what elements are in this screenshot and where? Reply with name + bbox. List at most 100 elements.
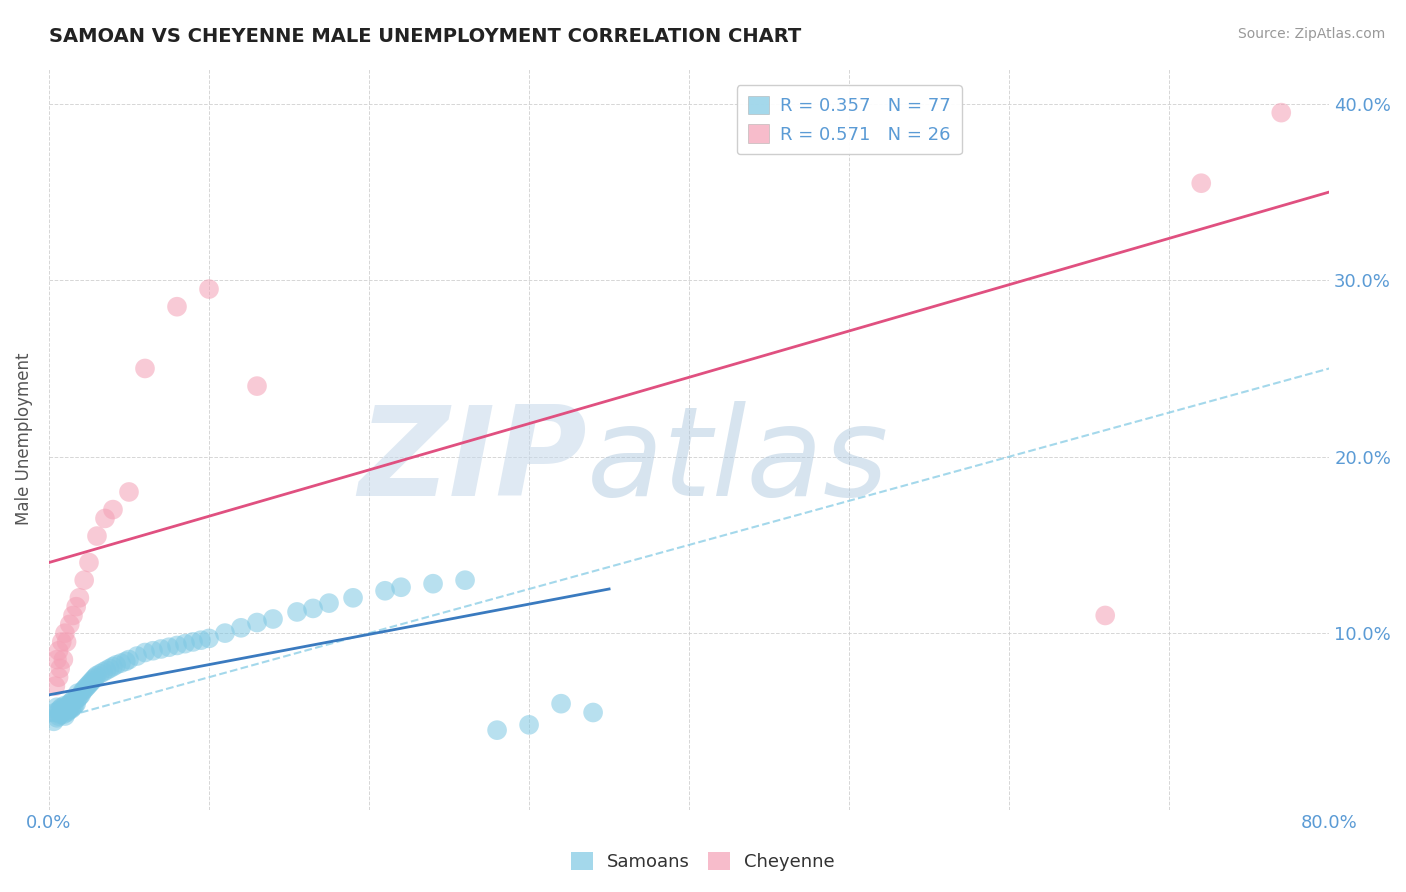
Y-axis label: Male Unemployment: Male Unemployment — [15, 352, 32, 525]
Point — [582, 706, 605, 720]
Point — [48, 704, 70, 718]
Point — [62, 608, 84, 623]
Point — [190, 633, 212, 648]
Point — [59, 702, 82, 716]
Point — [44, 706, 66, 720]
Point — [49, 702, 72, 716]
Point — [73, 573, 96, 587]
Point — [86, 529, 108, 543]
Text: atlas: atlas — [586, 401, 889, 522]
Point — [550, 697, 572, 711]
Point — [454, 573, 477, 587]
Point — [174, 637, 197, 651]
Point — [51, 635, 73, 649]
Point — [48, 709, 70, 723]
Point — [75, 681, 97, 695]
Text: Source: ZipAtlas.com: Source: ZipAtlas.com — [1237, 27, 1385, 41]
Point — [52, 652, 75, 666]
Point — [55, 706, 77, 720]
Point — [82, 673, 104, 688]
Point — [51, 700, 73, 714]
Point — [48, 644, 70, 658]
Point — [198, 282, 221, 296]
Point — [55, 635, 77, 649]
Point — [422, 576, 444, 591]
Point — [246, 615, 269, 630]
Point — [77, 556, 100, 570]
Point — [65, 697, 87, 711]
Point — [46, 711, 69, 725]
Point — [48, 670, 70, 684]
Point — [84, 670, 107, 684]
Point — [60, 695, 83, 709]
Point — [53, 698, 76, 713]
Point — [302, 601, 325, 615]
Point — [70, 688, 93, 702]
Legend: Samoans, Cheyenne: Samoans, Cheyenne — [564, 845, 842, 879]
Point — [51, 706, 73, 720]
Point — [44, 679, 66, 693]
Point — [67, 690, 90, 704]
Point — [98, 661, 121, 675]
Point — [77, 677, 100, 691]
Point — [42, 714, 65, 729]
Point — [49, 661, 72, 675]
Point — [83, 672, 105, 686]
Point — [56, 698, 79, 713]
Point — [118, 485, 141, 500]
Point — [62, 700, 84, 714]
Point — [214, 626, 236, 640]
Point — [52, 707, 75, 722]
Point — [52, 702, 75, 716]
Point — [86, 668, 108, 682]
Point — [96, 663, 118, 677]
Point — [53, 704, 76, 718]
Point — [93, 665, 115, 679]
Point — [181, 635, 204, 649]
Point — [134, 361, 156, 376]
Point — [62, 693, 84, 707]
Point — [125, 648, 148, 663]
Point — [94, 511, 117, 525]
Point — [1270, 105, 1292, 120]
Point — [79, 675, 101, 690]
Point — [101, 502, 124, 516]
Point — [374, 583, 396, 598]
Point — [486, 723, 509, 738]
Point — [342, 591, 364, 605]
Point — [150, 642, 173, 657]
Point — [55, 700, 77, 714]
Point — [166, 639, 188, 653]
Point — [67, 591, 90, 605]
Point — [157, 640, 180, 655]
Point — [198, 632, 221, 646]
Point — [66, 691, 89, 706]
Point — [59, 617, 82, 632]
Point — [118, 652, 141, 666]
Point — [114, 654, 136, 668]
Point — [166, 300, 188, 314]
Point — [66, 686, 89, 700]
Point — [89, 666, 111, 681]
Point — [49, 707, 72, 722]
Point — [389, 580, 412, 594]
Point — [517, 718, 540, 732]
Point — [110, 656, 132, 670]
Point — [246, 379, 269, 393]
Point — [134, 646, 156, 660]
Text: SAMOAN VS CHEYENNE MALE UNEMPLOYMENT CORRELATION CHART: SAMOAN VS CHEYENNE MALE UNEMPLOYMENT COR… — [49, 27, 801, 45]
Point — [53, 626, 76, 640]
Text: ZIP: ZIP — [359, 401, 586, 522]
Point — [56, 704, 79, 718]
Point — [72, 684, 94, 698]
Point — [65, 599, 87, 614]
Point — [262, 612, 284, 626]
Point — [1189, 176, 1212, 190]
Point — [229, 621, 252, 635]
Point — [285, 605, 308, 619]
Point — [63, 698, 86, 713]
Point — [101, 659, 124, 673]
Point — [63, 693, 86, 707]
Point — [60, 702, 83, 716]
Point — [1094, 608, 1116, 623]
